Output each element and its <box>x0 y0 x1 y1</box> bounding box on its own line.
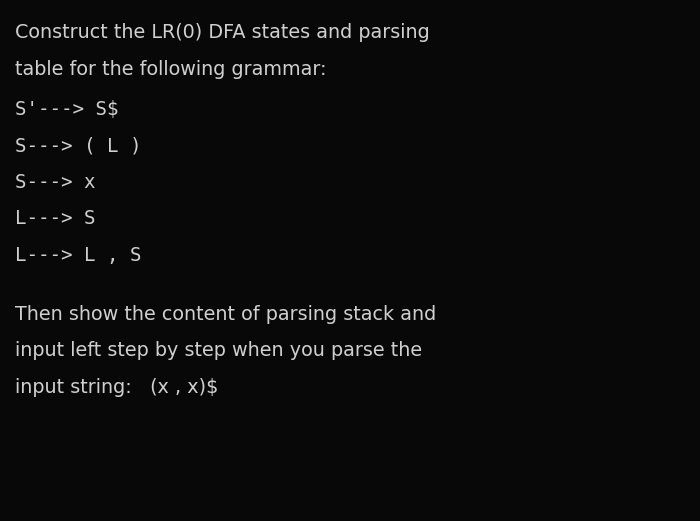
Text: S---> ( L ): S---> ( L ) <box>15 137 142 155</box>
Text: S'---> S$: S'---> S$ <box>15 100 119 119</box>
Text: S---> x: S---> x <box>15 173 96 192</box>
Text: L---> S: L---> S <box>15 209 96 228</box>
Text: table for the following grammar:: table for the following grammar: <box>15 60 327 79</box>
Text: L---> L , S: L---> L , S <box>15 246 142 265</box>
Text: input left step by step when you parse the: input left step by step when you parse t… <box>15 341 423 360</box>
Text: input string:   (x , x)$: input string: (x , x)$ <box>15 378 219 396</box>
Text: Then show the content of parsing stack and: Then show the content of parsing stack a… <box>15 305 437 324</box>
Text: Construct the LR(0) DFA states and parsing: Construct the LR(0) DFA states and parsi… <box>15 23 430 42</box>
